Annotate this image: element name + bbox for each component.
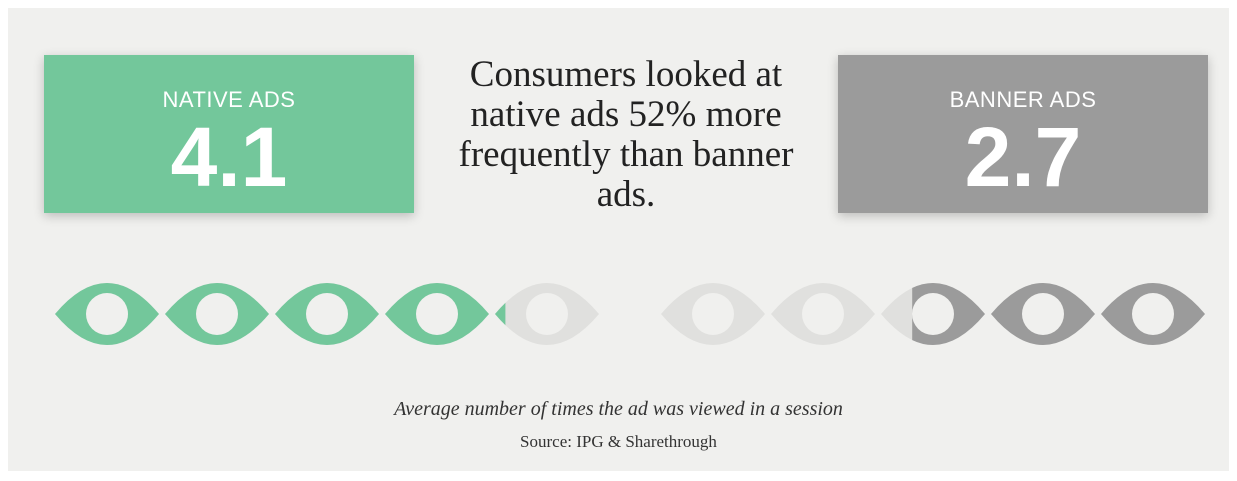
eye-icon	[771, 283, 875, 345]
eye-icon	[495, 283, 599, 345]
eye-icon	[881, 283, 985, 345]
source-note: Source: IPG & Sharethrough	[520, 432, 717, 451]
chart-caption: Average number of times the ad was viewe…	[394, 398, 843, 420]
native-ads-box: NATIVE ADS 4.1	[44, 55, 414, 213]
eye-icon	[55, 283, 159, 345]
native-ads-value: 4.1	[170, 110, 288, 204]
eye-icon	[275, 283, 379, 345]
eye-icon	[991, 283, 1095, 345]
eye-icon	[661, 283, 765, 345]
headline: Consumers looked at native ads 52% more …	[458, 54, 794, 215]
native-ads-label: NATIVE ADS	[162, 87, 296, 112]
eye-chart	[55, 283, 1205, 345]
banner-ads-label: BANNER ADS	[949, 87, 1097, 112]
eye-icon	[165, 283, 269, 345]
eye-icon	[385, 283, 489, 345]
banner-ads-value: 2.7	[964, 110, 1082, 204]
eye-icon	[1101, 283, 1205, 345]
banner-ads-box: BANNER ADS 2.7	[838, 55, 1208, 213]
infographic-panel: NATIVE ADS 4.1 Consumers looked at nativ…	[8, 8, 1229, 471]
